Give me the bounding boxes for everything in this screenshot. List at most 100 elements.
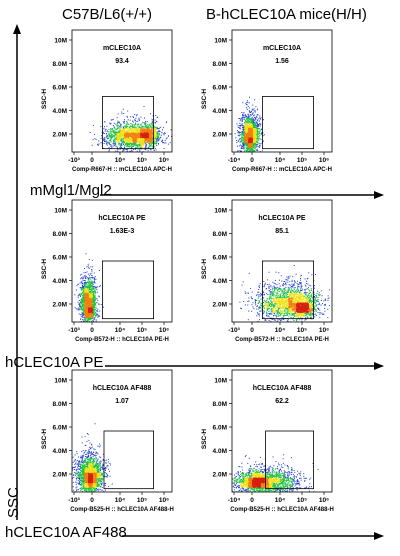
y-tick-label: 2.0M	[53, 302, 67, 309]
gate-value: 1.56	[275, 58, 289, 65]
y-tick-label: 4.0M	[53, 448, 67, 455]
x-tick-label: 10⁶	[159, 327, 169, 334]
x-tick-label: 10⁶	[159, 157, 169, 164]
gate-name: hCLEC10A PE	[258, 215, 306, 222]
plot-frame	[231, 29, 333, 153]
x-axis-label: Comp-B525-H :: hCLEC10A AF488-H	[70, 507, 174, 513]
gate-name: hCLEC10A AF488	[93, 385, 152, 392]
y-tick-label: 8.0M	[53, 401, 67, 408]
x-axis-label: Comp-R667-H :: mCLEC10A APC-H	[72, 167, 172, 173]
gate-name: mCLEC10A	[103, 45, 141, 52]
column-title-humanized: B-hCLEC10A mice(H/H)	[206, 6, 367, 23]
event-dots	[72, 423, 113, 492]
event-dots	[74, 253, 105, 322]
y-axis-label: SSC-H	[41, 259, 48, 280]
x-axis-label: Comp-B525-H :: hCLEC10A AF488-H	[230, 507, 334, 513]
row-arrow-head-2	[374, 532, 384, 540]
x-tick-label: 10⁴	[115, 497, 125, 504]
gate-value: 62.2	[275, 398, 289, 405]
gate-value: 1.07	[115, 398, 129, 405]
x-tick-label: 10⁶	[159, 497, 169, 504]
gate-rect	[102, 96, 155, 150]
x-axis-label: Comp-R667-H :: mCLEC10A APC-H	[232, 167, 332, 173]
x-tick-label: 10⁴	[115, 157, 125, 164]
y-axis-label: SSC-H	[201, 429, 208, 450]
row-arrow-head-1	[374, 362, 384, 370]
y-axis-label: SSC-H	[41, 89, 48, 110]
y-tick-label: 6.0M	[213, 85, 227, 92]
x-tick-label: 10⁴	[275, 327, 285, 334]
row-label-mmgl: mMgl1/Mgl2	[30, 182, 112, 199]
y-tick-label: 6.0M	[53, 425, 67, 432]
x-tick-label: 10⁴	[115, 327, 125, 334]
plot-frame	[71, 369, 173, 493]
flow-panel-0-0: mCLEC10A 93.4 10M 8.0M 6.0M 4.0M 2.0M -10³ 0 10⁴ 1…	[41, 29, 173, 173]
flow-panel-1-0: hCLEC10A PE 1.63E-3 10M 8.0M 6.0M 4.0M 2.0M -10…	[41, 199, 173, 343]
x-tick-label: 10⁶	[319, 157, 329, 164]
flow-panel-2-1: hCLEC10A AF488 62.2 10M 8.0M 6.0M 4.0M 2.0M -10…	[201, 369, 334, 513]
event-dots	[236, 265, 332, 322]
y-axis-label: SSC-H	[201, 259, 208, 280]
gate-name: mCLEC10A	[263, 45, 301, 52]
y-tick-label: 6.0M	[213, 255, 227, 262]
y-tick-label: 2.0M	[213, 132, 227, 139]
y-tick-label: 4.0M	[53, 108, 67, 115]
x-tick-label: -10³	[68, 327, 80, 334]
gate-name: hCLEC10A PE	[98, 215, 146, 222]
plot-frame	[231, 369, 333, 493]
gate-rect	[103, 430, 154, 490]
y-tick-label: 8.0M	[213, 401, 227, 408]
x-tick-label: 10⁵	[137, 157, 147, 164]
x-axis-label: Comp-B572-H :: hCLEC10A PE-H	[235, 337, 329, 343]
column-title-wildtype: C57B/L6(+/+)	[62, 6, 153, 23]
x-tick-label: 10⁴	[275, 157, 285, 164]
gate-rect	[261, 260, 314, 320]
gate-rect	[102, 260, 155, 320]
plot-frame	[71, 199, 173, 323]
x-tick-label: 10⁵	[137, 327, 147, 334]
event-dots	[89, 106, 172, 152]
y-tick-label: 10M	[54, 38, 67, 45]
x-tick-label: -10³	[68, 157, 80, 164]
y-tick-label: 10M	[54, 208, 67, 215]
plot-frame	[231, 199, 333, 323]
y-axis-label: SSC-H	[201, 89, 208, 110]
x-axis-label: Comp-B572-H :: hCLEC10A PE-H	[75, 337, 169, 343]
y-tick-label: 8.0M	[213, 231, 227, 238]
y-tick-label: 6.0M	[53, 255, 67, 262]
y-tick-label: 6.0M	[53, 85, 67, 92]
gate-value: 93.4	[115, 58, 129, 65]
y-tick-label: 10M	[214, 38, 227, 45]
x-tick-label: 10⁶	[319, 327, 329, 334]
x-tick-label: 10⁵	[137, 497, 147, 504]
gate-rect	[261, 96, 314, 150]
x-tick-label: 0	[90, 157, 94, 164]
flow-panel-2-0: hCLEC10A AF488 1.07 10M 8.0M 6.0M 4.0M 2.0M -10…	[41, 369, 174, 513]
event-dots	[232, 454, 319, 492]
x-tick-label: -10³	[228, 327, 240, 334]
flow-panel-0-1: mCLEC10A 1.56 10M 8.0M 6.0M 4.0M 2.0M -10⁴ 0 10⁴ 1…	[201, 29, 333, 173]
row-label-pe: hCLEC10A PE	[5, 354, 104, 371]
x-tick-label: 10⁵	[297, 497, 307, 504]
plot-frame	[71, 29, 173, 153]
y-tick-label: 4.0M	[213, 448, 227, 455]
y-tick-label: 2.0M	[53, 472, 67, 479]
x-tick-label: -10⁴	[228, 497, 241, 504]
y-tick-label: 8.0M	[53, 231, 67, 238]
x-tick-label: 0	[250, 157, 254, 164]
y-tick-label: 2.0M	[213, 302, 227, 309]
y-tick-label: 10M	[54, 378, 67, 385]
x-tick-label: 10⁴	[275, 497, 285, 504]
y-tick-label: 6.0M	[213, 425, 227, 432]
x-tick-label: 0	[90, 327, 94, 334]
x-tick-label: -10⁴	[228, 157, 241, 164]
x-tick-label: 10⁵	[297, 157, 307, 164]
row-arrow-head-0	[374, 191, 384, 199]
y-tick-label: 4.0M	[53, 278, 67, 285]
gate-value: 85.1	[275, 228, 289, 235]
flow-panel-1-1: hCLEC10A PE 85.1 10M 8.0M 6.0M 4.0M 2.0M -10³ 0 1…	[201, 199, 333, 343]
x-tick-label: -10³	[68, 497, 80, 504]
x-tick-label: 10⁵	[297, 327, 307, 334]
y-tick-label: 2.0M	[53, 132, 67, 139]
